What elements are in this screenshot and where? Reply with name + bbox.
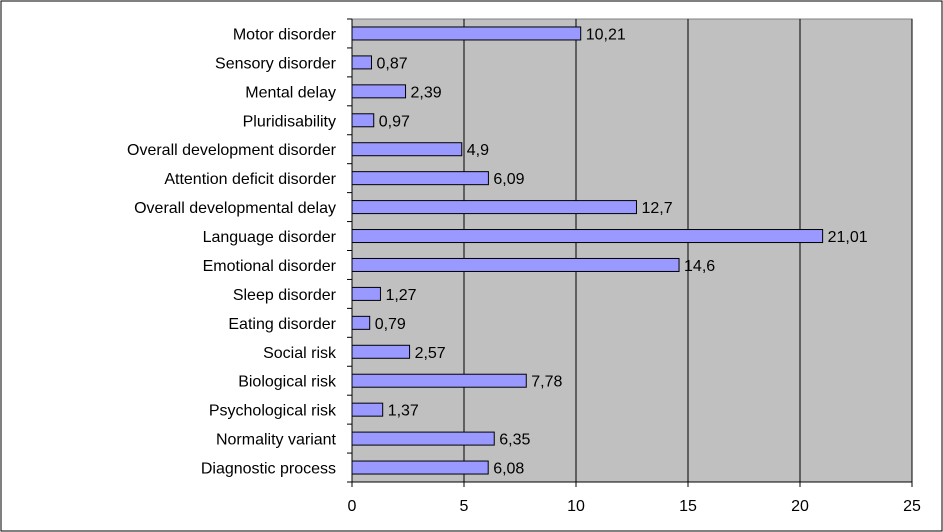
bar-8 [351,257,680,272]
data-label-6: 12,7 [641,200,672,217]
bar-1 [351,55,372,70]
grid-lines [463,19,913,482]
bar-10 [351,315,371,330]
bar-0 [351,26,582,41]
data-label-1: 0,87 [376,55,407,72]
x-tick-label-15: 15 [679,498,697,515]
bar-11 [351,344,411,359]
data-label-4: 4,9 [467,142,489,159]
category-label-8: Emotional disorder [203,258,337,275]
bar-12 [351,373,527,388]
category-label-10: Eating disorder [228,316,336,333]
bar-2 [351,84,407,99]
x-tick-label-0: 0 [348,498,357,515]
category-label-4: Overall development disorder [127,142,337,159]
x-tick-label-20: 20 [791,498,809,515]
data-label-14: 6,35 [499,432,530,449]
category-label-1: Sensory disorder [215,55,337,72]
bar-14 [351,431,495,446]
data-label-8: 14,6 [684,258,715,275]
category-label-7: Language disorder [203,229,337,246]
category-label-2: Mental delay [245,84,336,101]
data-label-2: 2,39 [411,84,442,101]
bars [351,26,824,475]
category-label-0: Motor disorder [233,26,337,43]
data-label-10: 0,79 [375,316,406,333]
category-label-5: Attention deficit disorder [164,171,336,188]
category-label-6: Overall developmental delay [134,200,336,217]
data-label-5: 6,09 [493,171,524,188]
bar-9 [351,286,381,301]
bar-15 [351,460,489,475]
data-label-13: 1,37 [388,403,419,420]
bar-13 [351,402,384,417]
category-label-9: Sleep disorder [233,287,337,304]
plot-area [351,18,913,483]
data-label-7: 21,01 [828,229,868,246]
data-label-3: 0,97 [379,113,410,130]
bar-7 [351,229,824,244]
bar-4 [351,142,463,157]
category-label-12: Biological risk [238,374,337,391]
category-label-15: Diagnostic process [201,461,336,478]
data-label-9: 1,27 [385,287,416,304]
bar-6 [351,200,637,215]
category-label-3: Pluridisability [243,113,336,130]
bar-5 [351,171,489,186]
labels: 0 5 10 15 20 25 Motor disorder 10,21 Sensory dis… [127,26,921,515]
x-tick-label-25: 25 [903,498,921,515]
data-label-12: 7,78 [531,374,562,391]
x-tick-label-10: 10 [567,498,585,515]
data-label-15: 6,08 [493,461,524,478]
x-tick-label-5: 5 [460,498,469,515]
category-label-11: Social risk [263,345,337,362]
category-label-14: Normality variant [216,432,337,449]
data-label-0: 10,21 [586,26,626,43]
data-label-11: 2,57 [415,345,446,362]
category-label-13: Psychological risk [209,403,337,420]
bar-3 [351,113,375,128]
